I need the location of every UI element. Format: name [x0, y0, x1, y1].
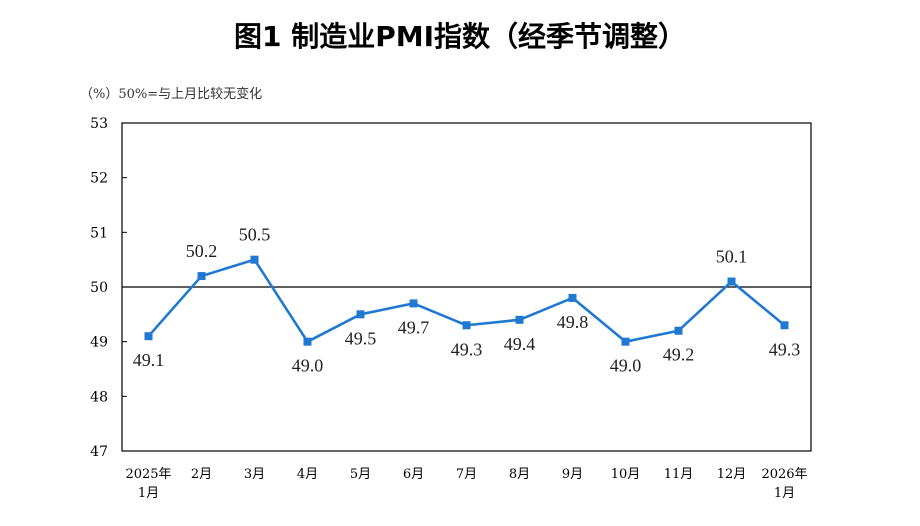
data-label: 49.5: [345, 328, 377, 348]
x-tick-label: 6月: [403, 467, 424, 482]
y-tick-label: 53: [90, 116, 108, 132]
x-tick-label: 2月: [191, 467, 212, 482]
data-point: [674, 326, 683, 335]
data-label: 50.1: [716, 247, 748, 267]
y-tick-label: 52: [90, 171, 108, 187]
data-point: [621, 337, 630, 346]
x-tick-label: 7月: [456, 467, 477, 482]
data-label: 49.0: [610, 356, 642, 376]
y-tick-label: 47: [90, 444, 108, 460]
series: 49.1 50.2 50.5 49.0 49.5 49.7 49.3 49.4 49.8 49.0…: [133, 225, 801, 376]
data-label: 49.3: [769, 339, 801, 359]
x-tick-label: 11月: [664, 467, 694, 482]
x-tick-label: 8月: [509, 467, 530, 482]
x-tick-label: 2025年: [125, 467, 171, 482]
data-label: 49.0: [292, 356, 324, 376]
data-label: 50.5: [239, 225, 271, 245]
data-point: [303, 337, 312, 346]
data-label: 49.3: [451, 339, 483, 359]
x-tick-label: 1月: [138, 486, 159, 501]
data-point: [197, 272, 206, 281]
x-tick-label: 1月: [774, 486, 795, 501]
data-label: 50.2: [186, 241, 218, 261]
data-point: [250, 255, 259, 264]
data-point: [780, 321, 789, 330]
x-tick-label: 4月: [297, 467, 318, 482]
data-point: [462, 321, 471, 330]
data-label: 49.7: [398, 317, 430, 337]
x-axis: 2025年 1月 2月 3月 4月 5月 6月 7月 8月 9月 10月 11月 12月 2026年 1月: [125, 467, 807, 501]
data-point: [568, 293, 577, 302]
chart-title: 图1 制造业PMI指数（经季节调整）: [234, 20, 686, 53]
series-line: [147, 258, 786, 343]
data-point: [409, 299, 418, 308]
x-tick-label: 12月: [717, 467, 747, 482]
x-tick-label: 5月: [350, 467, 371, 482]
y-axis: 47 48 49 50 51 52 53: [90, 116, 811, 460]
x-tick-label: 9月: [562, 467, 583, 482]
data-label: 49.2: [663, 345, 695, 365]
y-tick-label: 49: [90, 335, 108, 351]
y-tick-label: 50: [90, 280, 108, 296]
x-tick-label: 3月: [244, 467, 265, 482]
x-tick-label: 2026年: [761, 467, 807, 482]
data-label: 49.8: [557, 312, 589, 332]
data-point: [144, 332, 153, 341]
unit-note: （%）50%=与上月比较无变化: [80, 86, 262, 102]
x-tick-label: 10月: [611, 467, 641, 482]
data-label: 49.4: [504, 334, 536, 354]
data-label: 49.1: [133, 350, 165, 370]
data-point: [515, 315, 524, 324]
y-tick-label: 48: [90, 389, 108, 405]
data-point: [356, 310, 365, 319]
y-tick-label: 51: [90, 225, 108, 241]
data-point: [727, 277, 736, 286]
